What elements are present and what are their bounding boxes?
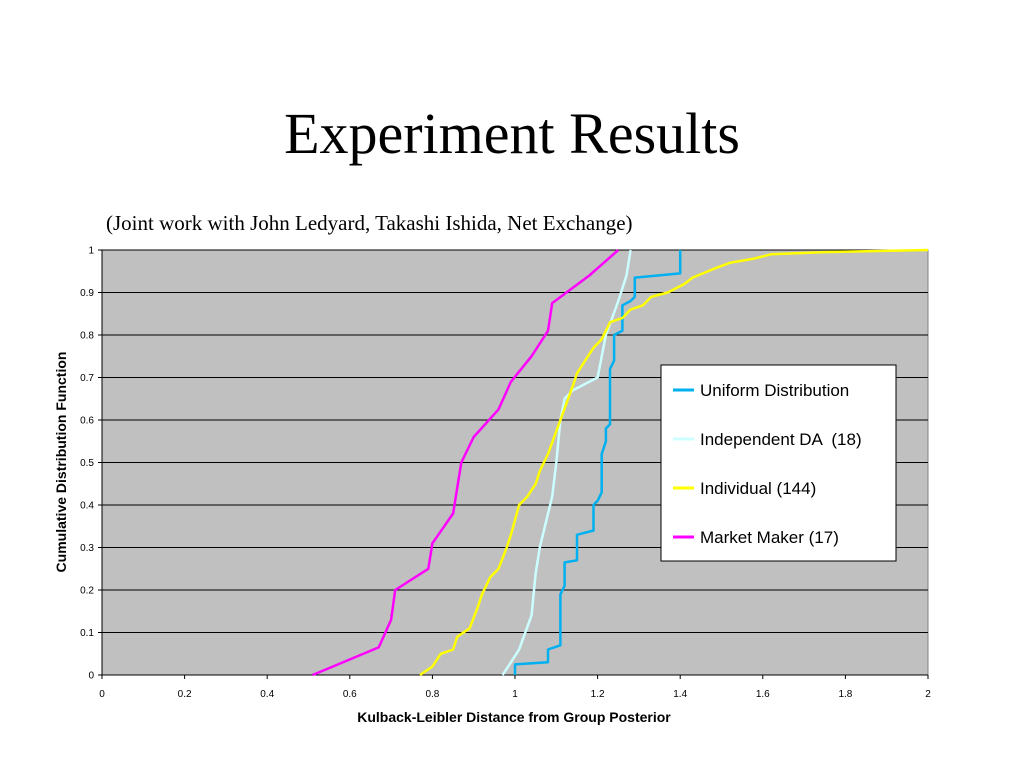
legend: Uniform Distribution Independent DA (18) I… bbox=[660, 364, 897, 562]
y-tick-label: 0.1 bbox=[80, 628, 94, 639]
slide-title: Experiment Results bbox=[284, 101, 740, 166]
x-tick-label: 0.6 bbox=[343, 689, 357, 700]
legend-label: Market Maker (17) bbox=[700, 528, 839, 547]
x-tick-label: 1 bbox=[512, 689, 518, 700]
legend-label: Independent DA (18) bbox=[700, 430, 862, 449]
series-lines bbox=[312, 248, 929, 677]
y-tick-label: 0 bbox=[88, 671, 94, 682]
x-tick-label: 0 bbox=[99, 689, 105, 700]
legend-box bbox=[660, 364, 897, 562]
x-axis-title: Kulback-Leibler Distance from Group Post… bbox=[357, 709, 671, 725]
axes: 0 0.1 0.2 0.3 0.4 0.5 0.6 0.7 0.8 0.9 1 0 0.2 0.4 0.6 0… bbox=[80, 246, 931, 701]
series-line bbox=[419, 248, 929, 677]
y-tick-label: 0.4 bbox=[80, 501, 94, 512]
series-line bbox=[513, 250, 682, 675]
x-tick-label: 2 bbox=[925, 689, 931, 700]
x-tick-label: 0.8 bbox=[425, 689, 439, 700]
y-tick-label: 0.8 bbox=[80, 331, 94, 342]
x-tick-label: 1.6 bbox=[756, 689, 770, 700]
gridlines bbox=[102, 249, 928, 633]
series-line bbox=[312, 249, 620, 677]
y-axis-title: Cumulative Distribution Function bbox=[53, 352, 69, 573]
y-tick-label: 0.2 bbox=[80, 586, 94, 597]
legend-label: Uniform Distribution bbox=[700, 381, 849, 400]
y-tick-label: 0.7 bbox=[80, 373, 94, 384]
y-tick-label: 0.5 bbox=[80, 458, 94, 469]
x-tick-label: 1.2 bbox=[591, 689, 605, 700]
x-tick-label: 0.4 bbox=[260, 689, 274, 700]
y-tick-label: 0.9 bbox=[80, 288, 94, 299]
y-tick-label: 1 bbox=[88, 246, 94, 257]
slide-subtitle: (Joint work with John Ledyard, Takashi I… bbox=[106, 211, 633, 235]
y-tick-label: 0.6 bbox=[80, 416, 94, 427]
y-tick-label: 0.3 bbox=[80, 543, 94, 554]
x-tick-label: 0.2 bbox=[178, 689, 192, 700]
x-tick-label: 1.4 bbox=[673, 689, 687, 700]
legend-label: Individual (144) bbox=[700, 479, 816, 498]
x-tick-label: 1.8 bbox=[838, 689, 852, 700]
